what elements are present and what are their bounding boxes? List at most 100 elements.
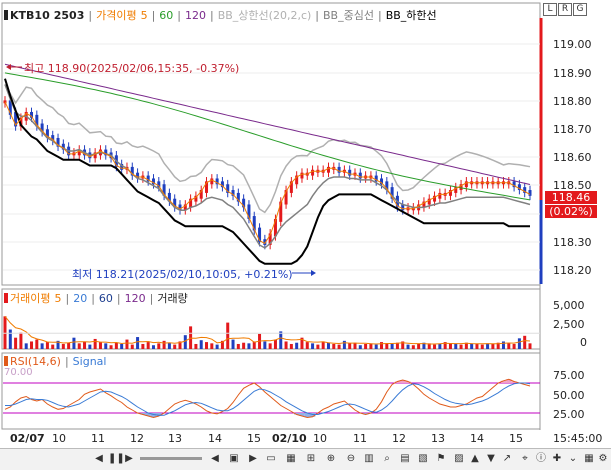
- scroll-first-icon[interactable]: ◀: [95, 453, 103, 464]
- candle-body: [268, 233, 272, 245]
- volume-bar: [326, 342, 330, 349]
- volume-bar: [364, 343, 368, 349]
- volume-bar: [3, 316, 7, 349]
- x-axis-label: 15: [247, 432, 261, 445]
- volume-bar: [61, 343, 65, 349]
- candle-body: [380, 178, 384, 185]
- volume-bar: [305, 342, 309, 349]
- candle-body: [205, 181, 209, 193]
- scroll-track[interactable]: [140, 457, 202, 460]
- volume-bar: [422, 342, 426, 349]
- high-annotation: 최고 118.90(2025/02/06,15:35, -0.37%): [24, 62, 240, 75]
- info-icon[interactable]: ⓘ: [536, 453, 546, 464]
- print-icon[interactable]: ▤: [400, 453, 410, 464]
- candle-body: [448, 190, 452, 196]
- candle-body: [385, 181, 389, 191]
- scroll-right-icon[interactable]: ▶: [249, 453, 257, 464]
- zoom-minus-icon[interactable]: ⊖: [346, 453, 356, 464]
- volume-bar: [178, 341, 182, 349]
- corner-buttons: L R G: [543, 3, 607, 16]
- x-axis-label: 12: [130, 432, 144, 445]
- volume-bar: [146, 342, 150, 349]
- volume-bar: [342, 340, 346, 349]
- rsi-overbought-fill: [511, 381, 517, 383]
- scroll-left-icon[interactable]: ◀: [211, 453, 219, 464]
- volume-bar: [125, 339, 129, 349]
- x-axis-label: 12: [392, 432, 406, 445]
- search-icon[interactable]: ⌕: [384, 453, 390, 464]
- volume-bar: [56, 340, 60, 349]
- cross-icon[interactable]: ✚: [552, 453, 562, 464]
- volume-bar: [433, 344, 437, 349]
- volume-bar: [374, 344, 378, 349]
- price-axis-label: 118.90: [553, 67, 592, 80]
- candle-body: [523, 187, 527, 193]
- volume-bar: [358, 345, 362, 349]
- corner-button-r[interactable]: R: [558, 3, 572, 16]
- calendar-icon[interactable]: ▦: [584, 453, 594, 464]
- candle-body: [19, 117, 23, 127]
- volume-panel[interactable]: [1, 288, 541, 350]
- volume-bar: [67, 342, 71, 349]
- arrow-icon[interactable]: ↗: [502, 453, 512, 464]
- layout-icon[interactable]: ▨: [454, 453, 464, 464]
- legend-ma120: 120: [185, 8, 206, 22]
- zoom-in-icon[interactable]: ⊕: [326, 453, 336, 464]
- rsi-oversold-fill: [156, 413, 162, 416]
- rsi-oversold-fill: [145, 413, 151, 416]
- up-arrow-icon[interactable]: ▲: [471, 453, 479, 464]
- x-axis-label: 10: [313, 432, 327, 445]
- candle-body: [45, 129, 49, 138]
- volume-bar: [300, 337, 304, 349]
- scroll-next-icon[interactable]: ▶: [125, 453, 133, 464]
- candle-body: [136, 172, 140, 179]
- volume-bar: [151, 345, 155, 349]
- candle-body: [146, 175, 150, 182]
- cursor-icon[interactable]: ⌖: [522, 453, 528, 464]
- grid-icon[interactable]: ▦: [286, 453, 296, 464]
- volume-bar: [464, 342, 468, 349]
- rsi-overbought-fill: [500, 380, 507, 383]
- volume-bar: [173, 344, 177, 349]
- low-annotation: 최저 118.21(2025/02/10,10:05, +0.21%): [72, 268, 293, 281]
- volume-bar: [72, 337, 76, 349]
- volume-bar: [40, 343, 44, 349]
- volume-bar: [528, 343, 532, 349]
- candle-body: [512, 181, 516, 188]
- rsi-oversold-fill: [140, 413, 146, 415]
- chevron-down-icon[interactable]: ⌄: [568, 453, 578, 464]
- volume-bar: [215, 344, 219, 349]
- candle-body: [226, 184, 230, 193]
- candle-body: [464, 181, 468, 188]
- zoom-out-icon[interactable]: ▭: [266, 453, 276, 464]
- ma120-line: [4, 63, 531, 185]
- candle-body: [51, 135, 55, 141]
- candle-body: [220, 181, 224, 188]
- window-icon[interactable]: ▣: [229, 453, 239, 464]
- volume-bar: [114, 342, 118, 349]
- pattern-icon[interactable]: ▥: [364, 453, 374, 464]
- corner-button-g[interactable]: G: [573, 3, 587, 16]
- candle-body: [231, 190, 235, 196]
- volume-bar: [311, 343, 315, 349]
- x-axis-label: 13: [431, 432, 445, 445]
- volume-bar: [19, 332, 23, 349]
- volume-axis-label: 5,000: [553, 299, 585, 312]
- price-axis-label: 118.50: [553, 179, 592, 192]
- volume-bar: [242, 342, 246, 349]
- bb-lower-line: [4, 78, 530, 265]
- flag-icon[interactable]: ⚑: [436, 453, 446, 464]
- volume-bar: [411, 345, 415, 349]
- down-arrow-icon[interactable]: ▼: [487, 453, 495, 464]
- volume-bar: [205, 342, 209, 349]
- scroll-prev-icon[interactable]: ❚❚: [108, 453, 125, 464]
- rsi-overbought-fill: [506, 379, 512, 383]
- select-icon[interactable]: ⊞: [306, 453, 316, 464]
- save-icon[interactable]: ▧: [418, 453, 428, 464]
- settings-icon[interactable]: ⚙: [598, 453, 608, 464]
- bb-upper-line: [4, 84, 531, 214]
- current-price-tag: 118.46: [545, 191, 597, 204]
- current-change-tag: (0.02%): [545, 205, 597, 218]
- rsi-line: [4, 378, 531, 419]
- corner-button-l[interactable]: L: [543, 3, 557, 16]
